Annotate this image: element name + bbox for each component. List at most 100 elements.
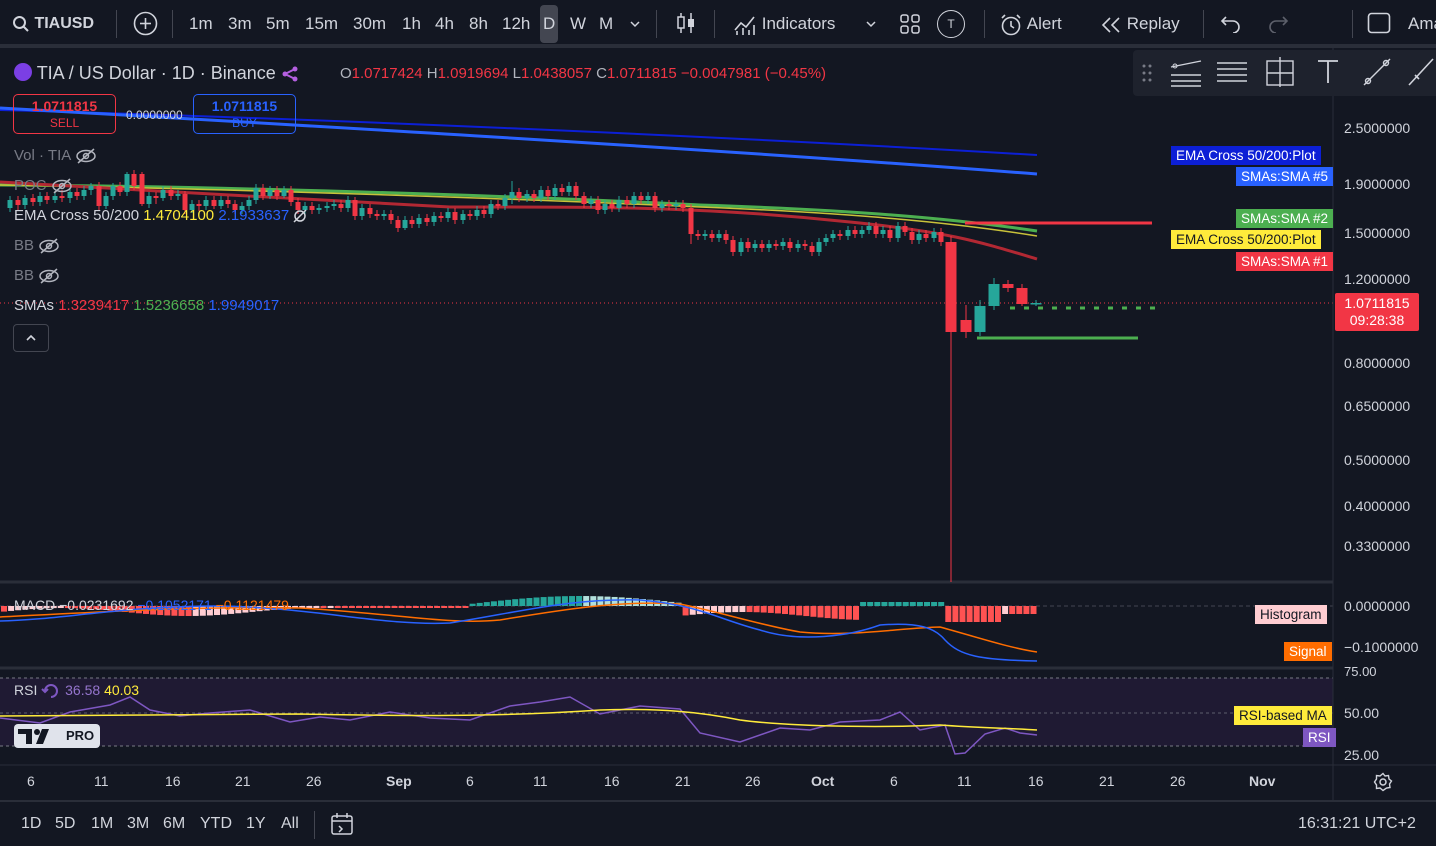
trend-line-icon[interactable] [1360, 55, 1394, 89]
macd-bar [760, 606, 767, 613]
timeframe-dropdown[interactable] [628, 11, 642, 41]
ema-cross-legend[interactable]: EMA Cross 50/200 1.4704100 2.1933637 [14, 207, 307, 224]
square-icon [1367, 12, 1391, 34]
smas-legend[interactable]: SMAs 1.3239417 1.5236658 1.9949017 [14, 297, 279, 314]
timeframe-30m[interactable]: 30m [353, 14, 387, 33]
range-1d[interactable]: 1D [21, 815, 42, 832]
undo-button[interactable] [1220, 13, 1242, 43]
sell-label: SELL [49, 116, 80, 130]
candle-body [573, 186, 579, 196]
candle-body [931, 232, 937, 238]
date-tick: 11 [533, 773, 548, 789]
divider [314, 811, 315, 839]
timeframe-8h[interactable]: 8h [469, 14, 488, 33]
text-tool-icon[interactable] [1313, 55, 1343, 89]
timeframe-15m[interactable]: 15m [305, 14, 339, 33]
macd-bar [490, 601, 497, 606]
timeframe-5m[interactable]: 5m [266, 14, 290, 33]
macd-bar [29, 606, 36, 610]
compare-add-button[interactable] [133, 11, 158, 41]
macd-legend[interactable]: MACD −0.0231692 −0.1052171 −0.1121479 [14, 597, 289, 613]
candle-body [239, 206, 245, 210]
macd-bar [732, 606, 739, 613]
buy-button[interactable]: 1.0711815 BUY [193, 94, 296, 134]
chart-settings-button[interactable] [1373, 772, 1393, 796]
timeframe-d[interactable]: D [540, 5, 559, 43]
layouts-button[interactable] [899, 13, 921, 43]
templates-button[interactable]: T [937, 10, 965, 38]
date-tick: 21 [1099, 773, 1115, 789]
volume-legend[interactable]: Vol · TIA [14, 147, 97, 164]
collapse-legend-button[interactable] [13, 324, 49, 352]
symbol-label: TIAUSD [34, 15, 95, 32]
candle-body [495, 204, 501, 206]
measure-icon[interactable] [1263, 55, 1297, 89]
macd-bar [72, 606, 78, 609]
range-ytd[interactable]: YTD [200, 815, 232, 832]
bb-legend-2[interactable]: BB [14, 267, 60, 284]
candle-body [316, 208, 322, 210]
tradingview-pro-logo: PRO [14, 724, 100, 748]
range-3m[interactable]: 3M [127, 815, 150, 832]
go-to-date-button[interactable] [330, 812, 354, 840]
poc-legend[interactable]: POC [14, 177, 73, 194]
timeframe-4h[interactable]: 4h [435, 14, 454, 33]
clock-timezone[interactable]: 16:31:21 UTC+2 [1298, 815, 1416, 832]
indicators-icon [734, 16, 755, 35]
macd-bar [519, 598, 526, 606]
indicators-button[interactable]: Indicators [733, 9, 835, 39]
timeframe-12h[interactable]: 12h [502, 14, 531, 33]
alert-button[interactable]: Alert [999, 9, 1062, 39]
drag-handle-icon[interactable] [1141, 62, 1153, 84]
redo-button[interactable] [1267, 13, 1289, 43]
replay-button[interactable]: Replay [1100, 9, 1180, 39]
symbol-search[interactable]: TIAUSD [12, 9, 94, 39]
range-1m[interactable]: 1M [91, 815, 114, 832]
range-all[interactable]: All [281, 815, 299, 832]
fullscreen-button[interactable] [1367, 12, 1391, 42]
candle-body [588, 200, 594, 204]
range-6m[interactable]: 6M [163, 815, 186, 832]
parallel-lines-icon[interactable] [1215, 55, 1249, 89]
candle-body [516, 192, 522, 198]
macd-bar [604, 596, 611, 606]
current-price-value: 1.0711815 [1344, 295, 1410, 311]
candle-body [452, 212, 458, 220]
indicators-dropdown[interactable] [864, 11, 878, 41]
timeframe-1m[interactable]: 1m [189, 14, 213, 33]
chart-type-button[interactable] [675, 11, 697, 41]
account-menu[interactable]: Ama [1408, 14, 1436, 33]
timeframe-m[interactable]: M [599, 14, 614, 33]
fib-channel-icon[interactable] [1169, 55, 1203, 89]
candle-body [30, 198, 36, 202]
candle-body [659, 204, 665, 208]
calendar-icon [331, 813, 353, 835]
range-1y[interactable]: 1Y [246, 815, 266, 832]
candle-body [666, 204, 672, 206]
candle-body [474, 210, 480, 216]
range-5d[interactable]: 5D [55, 815, 76, 832]
timeframe-w[interactable]: W [570, 14, 587, 33]
macd-bar [966, 606, 973, 622]
rsi-legend[interactable]: RSI 36.58 40.03 [14, 682, 139, 700]
tradingview-logo-icon [18, 729, 49, 744]
candle-body [1030, 303, 1042, 305]
bb-legend-1[interactable]: BB [14, 237, 60, 254]
macd-bar [789, 606, 796, 615]
divider [116, 10, 117, 38]
timeframe-1h[interactable]: 1h [402, 14, 421, 33]
spread-value: 0.0000000 [126, 108, 183, 122]
rsi-tag: RSI [1303, 728, 1336, 747]
candle-body [37, 196, 43, 202]
macd-bar [348, 606, 355, 608]
price-tick: 0.6500000 [1344, 398, 1411, 414]
macd-axis-tick: −0.1000000 [1344, 639, 1419, 655]
chart-canvas[interactable] [0, 48, 1436, 800]
symbol-title: TIA / US Dollar · 1D · Binance [36, 63, 276, 83]
brush-icon[interactable] [1405, 55, 1435, 89]
timeframe-3m[interactable]: 3m [228, 14, 252, 33]
candle-body [260, 188, 266, 196]
macd-bar [824, 606, 831, 619]
candle-body [624, 200, 630, 204]
sell-button[interactable]: 1.0711815 SELL [13, 94, 116, 134]
